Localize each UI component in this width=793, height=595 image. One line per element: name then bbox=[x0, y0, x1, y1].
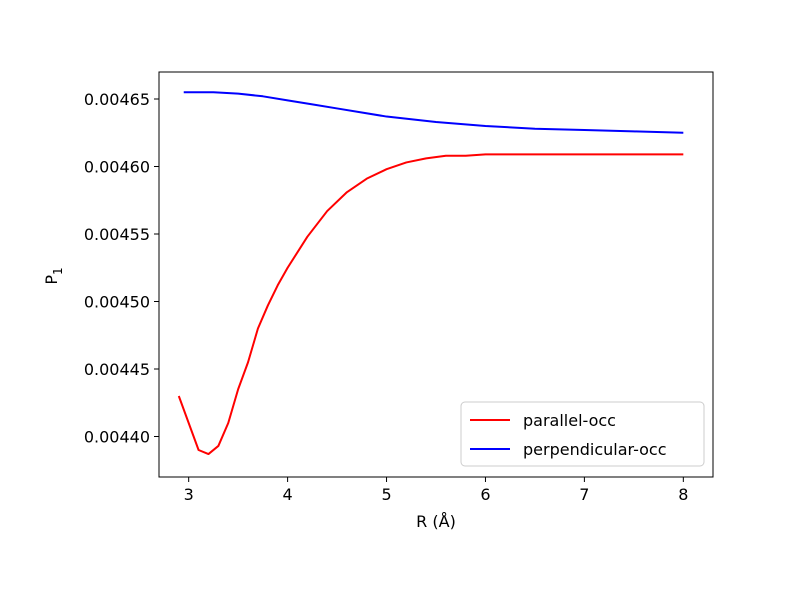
x-tick-label: 4 bbox=[283, 485, 293, 504]
x-axis: 3 4 5 6 7 8 bbox=[184, 477, 688, 504]
y-tick-label: 0.00440 bbox=[84, 428, 150, 447]
x-tick-label: 3 bbox=[184, 485, 194, 504]
y-tick-label: 0.00450 bbox=[84, 293, 150, 312]
y-tick-label: 0.00445 bbox=[84, 360, 150, 379]
series-line-perpendicular-occ bbox=[183, 91, 684, 134]
y-axis: 0.00440 0.00445 0.00450 0.00455 0.00460 0.004… bbox=[84, 90, 159, 447]
plot-content bbox=[177, 91, 684, 456]
y-axis-label: P1 bbox=[42, 267, 65, 284]
x-tick-label: 7 bbox=[579, 485, 589, 504]
x-tick-label: 5 bbox=[381, 485, 391, 504]
legend: parallel-occ perpendicular-occ bbox=[460, 401, 705, 467]
legend-label-perpendicular-occ: perpendicular-occ bbox=[523, 440, 667, 459]
x-tick-label: 6 bbox=[480, 485, 490, 504]
y-axis-label-main: P bbox=[42, 275, 61, 285]
y-tick-label: 0.00460 bbox=[84, 158, 150, 177]
legend-box bbox=[460, 401, 705, 467]
x-tick-label: 8 bbox=[678, 485, 688, 504]
series-line-parallel-occ bbox=[177, 153, 684, 456]
y-tick-label: 0.00465 bbox=[84, 90, 150, 109]
y-tick-label: 0.00455 bbox=[84, 225, 150, 244]
x-axis-label: R (Å) bbox=[416, 512, 456, 531]
y-axis-label-subscript: 1 bbox=[51, 267, 65, 275]
legend-label-parallel-occ: parallel-occ bbox=[523, 411, 616, 430]
plot-frame bbox=[158, 71, 714, 478]
